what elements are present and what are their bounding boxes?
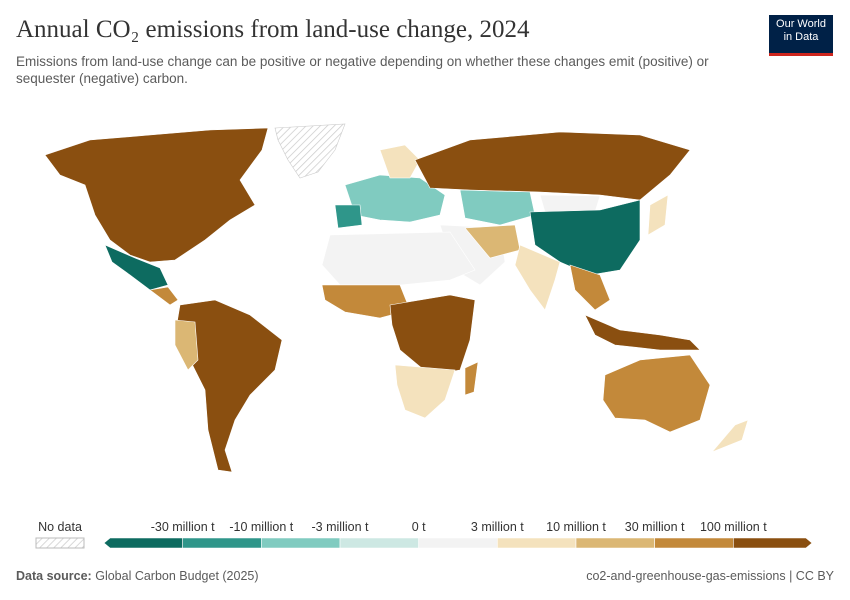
map: No data -30 million t -10 million t -3 mil… <box>35 123 813 549</box>
andes <box>174 319 199 371</box>
southern-africa <box>394 364 456 419</box>
indonesia <box>584 314 701 351</box>
source-label: Data source: <box>16 569 92 583</box>
australia <box>602 354 711 433</box>
legend-swatch <box>261 537 341 549</box>
southeast-asia <box>569 264 611 311</box>
legend-label: 3 million t <box>471 520 524 534</box>
legend-label: 0 t <box>412 520 426 534</box>
greenland <box>274 123 346 179</box>
legend-swatch <box>182 537 262 549</box>
madagascar <box>464 361 479 396</box>
legend-swatch <box>418 537 498 549</box>
legend-label: -30 million t <box>151 520 215 534</box>
no-data-swatch <box>35 537 85 549</box>
footer-slug[interactable]: co2-and-greenhouse-gas-emissions | CC BY <box>586 569 834 583</box>
russia <box>414 131 691 201</box>
mexico <box>104 244 169 291</box>
scandinavia <box>379 144 421 179</box>
legend-swatch <box>497 537 577 549</box>
japan <box>647 194 669 236</box>
central-africa <box>389 294 476 376</box>
mongolia <box>539 194 601 213</box>
footer-source: Data source: Global Carbon Budget (2025) <box>16 569 259 583</box>
legend-swatch <box>575 537 655 549</box>
logo-text: Our World <box>776 18 826 30</box>
west-africa <box>321 284 411 319</box>
subtitle: Emissions from land-use change can be po… <box>16 54 709 86</box>
legend-label: No data <box>38 520 82 534</box>
south-america <box>174 299 283 473</box>
central-america <box>149 286 179 306</box>
legend-swatch <box>339 537 419 549</box>
source: Global Carbon Budget (2025) <box>95 569 259 583</box>
india <box>514 244 561 311</box>
iberia <box>334 204 363 229</box>
legend-swatch <box>103 537 183 549</box>
legend-label: 30 million t <box>625 520 685 534</box>
new-zealand <box>711 419 749 453</box>
north-africa <box>321 231 476 286</box>
legend-label: -10 million t <box>229 520 293 534</box>
legend-label: -3 million t <box>312 520 369 534</box>
logo[interactable]: Our World in Data <box>769 15 833 56</box>
north-america <box>44 127 269 263</box>
legend: No data -30 million t -10 million t -3 mil… <box>35 520 813 549</box>
countries <box>44 123 749 473</box>
legend-label: 100 million t <box>700 520 767 534</box>
logo-text: in Data <box>783 31 819 43</box>
china <box>529 199 641 276</box>
legend-label: 10 million t <box>546 520 606 534</box>
legend-swatch <box>733 537 813 549</box>
central-asia <box>459 189 536 226</box>
title: Annual CO₂ emissions from land-use chang… <box>16 16 530 43</box>
legend-swatch <box>654 537 734 549</box>
